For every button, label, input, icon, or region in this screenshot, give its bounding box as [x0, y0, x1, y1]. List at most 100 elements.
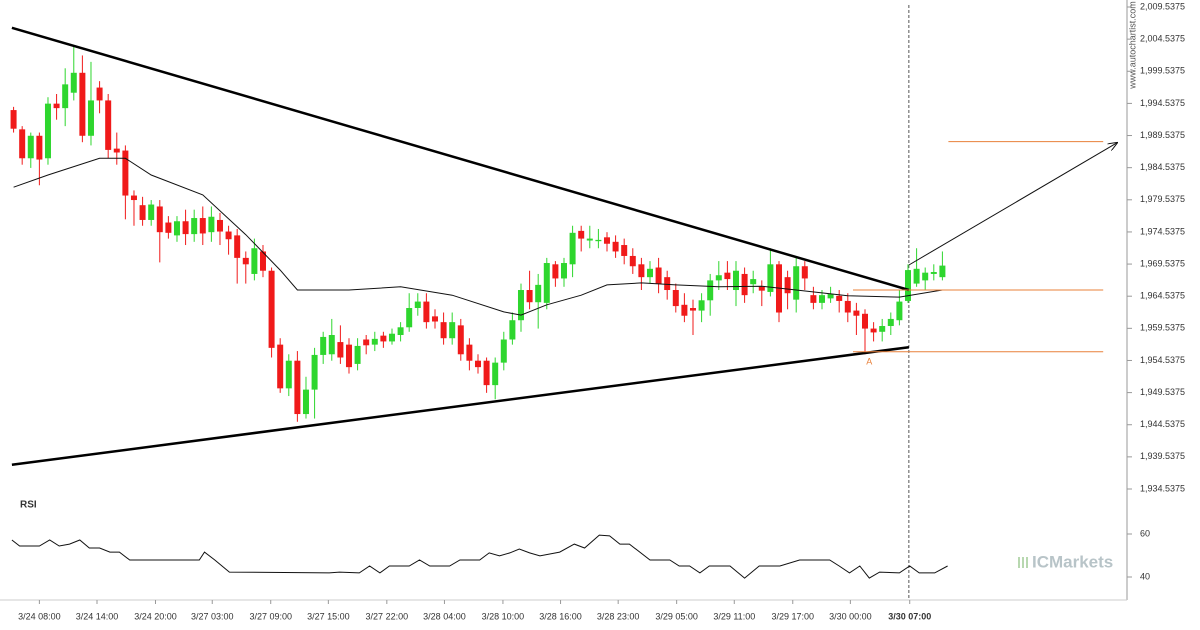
candle-body [621, 245, 628, 256]
y-tick-label: 1,989.5375 [1140, 130, 1185, 140]
candle-body [113, 148, 120, 153]
moving-average [13, 157, 943, 316]
candle-body [492, 362, 499, 386]
candle-body [930, 272, 937, 274]
x-tick-label: 3/24 14:00 [76, 611, 119, 621]
candle-body [27, 135, 34, 159]
candle-body [182, 221, 189, 235]
candle-body [784, 277, 791, 294]
candle-body [139, 205, 146, 220]
candle-body [268, 270, 275, 348]
candle-body [526, 290, 533, 303]
candle-body [96, 87, 103, 101]
candle-body [130, 195, 137, 201]
candle-body [827, 293, 834, 299]
candle-body [380, 335, 387, 342]
watermark: www.autochartist.com [1127, 1, 1137, 90]
candle-body [664, 277, 671, 291]
y-tick-label: 1,934.5375 [1140, 483, 1185, 493]
candle-body [44, 103, 51, 159]
y-tick-label: 1,949.5375 [1140, 387, 1185, 397]
candle-body [19, 129, 26, 159]
logo-bars [1018, 557, 1028, 568]
candle-body [440, 322, 447, 339]
y-tick-label: 40 [1140, 571, 1150, 581]
candle-body [543, 263, 550, 303]
candle-body [836, 295, 843, 301]
candle-body [363, 339, 370, 346]
candle-body [887, 318, 894, 327]
candle-body [10, 110, 17, 129]
x-tick-label: 3/27 22:00 [366, 611, 409, 621]
candle-body [844, 300, 851, 313]
x-tick-label: 3/28 23:00 [597, 611, 640, 621]
candle-body [449, 322, 456, 339]
forecast-arrow [908, 143, 1117, 266]
candle-body [302, 389, 309, 415]
candle-body [913, 268, 920, 284]
x-tick-label: 3/27 03:00 [191, 611, 234, 621]
candle-body [638, 264, 645, 278]
candle-body [689, 308, 696, 311]
candle-body [371, 338, 378, 345]
candle-body [612, 241, 619, 252]
candle-body [345, 344, 352, 368]
candle-body [87, 100, 94, 136]
candle-body [406, 308, 413, 328]
y-tick-label: 1,984.5375 [1140, 162, 1185, 172]
candle-body [750, 279, 757, 285]
candle-body [758, 286, 765, 291]
candle-body [208, 216, 215, 233]
candle-body [199, 218, 206, 234]
candle-body [251, 248, 258, 274]
candle-body [939, 265, 946, 278]
rsi-title: RSI [20, 500, 37, 511]
candle-body [173, 221, 180, 236]
x-tick-label: 3/24 08:00 [18, 611, 61, 621]
candle-body [672, 290, 679, 307]
candle-body [500, 339, 507, 363]
x-tick-label: 3/28 10:00 [482, 611, 525, 621]
candle-body [122, 150, 129, 196]
trend-line [11, 26, 910, 292]
candle-body [431, 316, 438, 322]
x-tick-label: 3/29 05:00 [655, 611, 698, 621]
candle-body [311, 354, 318, 390]
candle-body [70, 72, 77, 93]
candle-body [397, 327, 404, 336]
candle-body [698, 300, 705, 311]
candle-body [191, 218, 198, 235]
candle-body [216, 219, 223, 232]
candle-body [793, 266, 800, 300]
candle-body [810, 295, 817, 303]
candle-body [285, 360, 292, 389]
candle-body [148, 204, 155, 220]
candle-body [337, 342, 344, 358]
candle-body [414, 301, 421, 309]
candle-body [629, 255, 636, 267]
pattern-marker: A [866, 356, 872, 366]
x-tick-label: 3/24 20:00 [134, 611, 177, 621]
candle-body [234, 235, 241, 258]
candle-body [681, 304, 688, 316]
y-tick-label: 60 [1140, 528, 1150, 538]
y-tick-label: 1,954.5375 [1140, 355, 1185, 365]
candle-body [569, 232, 576, 265]
candle-body [707, 280, 714, 301]
y-tick-label: 1,979.5375 [1140, 194, 1185, 204]
candle-body [870, 328, 877, 333]
candle-body [457, 325, 464, 355]
candle-body [853, 310, 860, 316]
x-tick-label: 3/30 00:00 [829, 611, 872, 621]
x-tick-label: 3/28 16:00 [539, 611, 582, 621]
candle-body [156, 206, 163, 233]
x-tick-label: 3/29 17:00 [771, 611, 814, 621]
y-tick-label: 1,959.5375 [1140, 323, 1185, 333]
candle-body [36, 135, 43, 160]
candle-body [105, 100, 112, 150]
candle-body [517, 290, 524, 321]
candle-body [861, 313, 868, 329]
candle-body [79, 72, 86, 136]
candle-body [578, 230, 585, 239]
